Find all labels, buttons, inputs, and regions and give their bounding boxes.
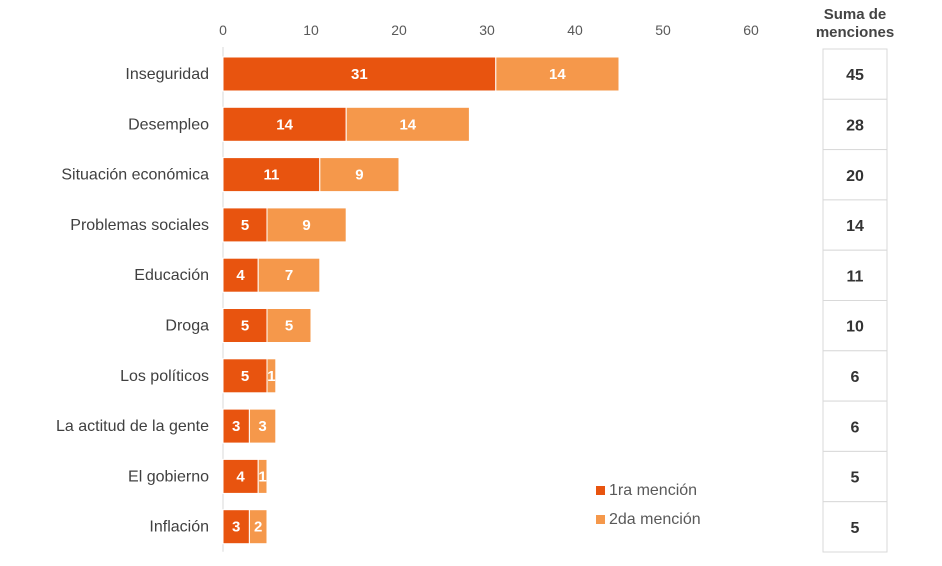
total-cell — [822, 450, 888, 503]
total-cell — [822, 249, 888, 301]
bar-segment-first-mention — [222, 257, 259, 293]
x-tick-label: 20 — [391, 22, 407, 38]
bar-segment-first-mention — [222, 358, 268, 394]
legend-label: 2da mención — [609, 511, 701, 528]
total-value: 14 — [846, 218, 864, 235]
total-cell — [822, 98, 888, 151]
total-cell — [822, 350, 888, 402]
bar-data-label: 9 — [355, 167, 363, 184]
bar-segment-second-mention — [266, 308, 312, 343]
total-value: 10 — [846, 319, 864, 336]
bar-data-label: 1 — [258, 468, 266, 485]
category-label: Inflación — [149, 519, 209, 536]
bar-data-label: 5 — [241, 368, 249, 385]
category-label: Educación — [134, 267, 209, 284]
bar-data-label: 14 — [399, 116, 416, 133]
total-cell — [822, 48, 888, 100]
total-cell — [822, 300, 888, 352]
x-tick-label: 0 — [219, 22, 227, 38]
bar-data-label: 5 — [241, 217, 249, 234]
bar-data-label: 14 — [549, 66, 566, 83]
category-label: El gobierno — [128, 468, 209, 485]
bar-data-label: 31 — [351, 66, 368, 83]
total-value: 6 — [851, 419, 860, 436]
category-label: Inseguridad — [125, 66, 209, 83]
x-tick-label: 10 — [303, 22, 319, 38]
total-value: 11 — [847, 268, 864, 285]
total-value: 20 — [846, 168, 864, 185]
bar-segment-second-mention — [257, 458, 268, 494]
bar-segment-second-mention — [495, 56, 620, 92]
legend-swatch-second-mention — [596, 515, 605, 524]
bar-data-label: 3 — [258, 418, 266, 435]
legend-swatch-first-mention — [596, 486, 605, 495]
category-label: Situación económica — [61, 167, 209, 184]
bar-segment-second-mention — [248, 408, 277, 444]
total-value: 45 — [846, 67, 864, 84]
x-tick-label: 50 — [655, 22, 671, 38]
total-value: 6 — [851, 369, 860, 386]
total-cell — [822, 501, 888, 553]
x-tick-label: 30 — [479, 22, 495, 38]
bar-segment-second-mention — [319, 157, 400, 193]
total-cell — [822, 199, 888, 251]
bar-segment-second-mention — [345, 106, 470, 142]
category-label: Desempleo — [128, 116, 209, 133]
total-value: 5 — [851, 470, 860, 487]
bar-data-label: 14 — [276, 116, 293, 133]
bar-segment-first-mention — [222, 308, 268, 343]
bar-data-label: 5 — [241, 318, 249, 335]
bar-segment-first-mention — [222, 106, 347, 142]
bar-data-label: 3 — [232, 519, 240, 536]
side-column-title-line-2: menciones — [816, 24, 894, 41]
bar-data-label: 1 — [267, 368, 275, 385]
category-label: Los políticos — [120, 368, 209, 385]
bar-segment-second-mention — [248, 509, 268, 545]
side-column-title-line-1: Suma de — [824, 6, 887, 23]
total-value: 28 — [846, 117, 864, 134]
bar-segment-first-mention — [222, 408, 250, 444]
bar-segment-second-mention — [257, 257, 321, 293]
bar-data-label: 4 — [236, 468, 245, 485]
bar-data-label: 2 — [254, 519, 262, 536]
legend-label: 1ra mención — [609, 482, 697, 499]
bar-segment-second-mention — [266, 358, 277, 394]
bar-data-label: 5 — [285, 318, 293, 335]
total-value: 5 — [851, 520, 860, 537]
category-label: Droga — [165, 318, 209, 335]
bar-segment-second-mention — [266, 207, 347, 243]
x-tick-label: 40 — [567, 22, 583, 38]
bar-data-label: 3 — [232, 418, 240, 435]
total-cell — [822, 149, 888, 201]
bar-data-label: 4 — [236, 267, 245, 284]
category-label: La actitud de la gente — [56, 418, 209, 435]
category-label: Problemas sociales — [70, 217, 209, 234]
bar-data-label: 11 — [263, 167, 279, 184]
bar-data-label: 7 — [285, 267, 293, 284]
bar-data-label: 9 — [302, 217, 310, 234]
x-tick-label: 60 — [743, 22, 759, 38]
total-cell — [822, 400, 888, 452]
